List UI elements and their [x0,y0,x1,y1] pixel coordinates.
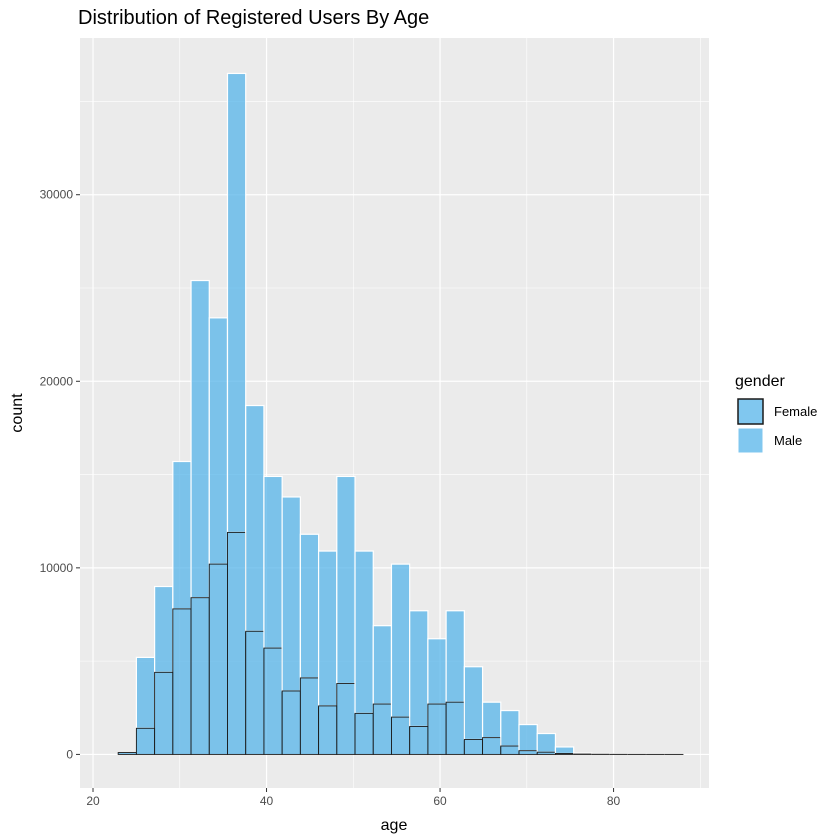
legend-title: gender [735,373,785,390]
legend-label-male: Male [774,433,802,448]
x-tick-label: 40 [260,794,274,808]
bar-female [117,752,137,755]
bar-male [263,475,283,649]
bar-male [317,550,338,707]
bar-male [427,638,447,705]
bar-male [463,666,484,741]
y-axis-title: count [9,393,26,433]
chart-title: Distribution of Registered Users By Age [78,7,429,29]
bar-female [427,703,447,755]
bar-male [481,701,502,739]
bar-female [409,725,429,755]
bar-female [299,677,320,755]
bar-male [372,625,393,705]
legend-key-male [737,427,764,454]
bar-female [500,745,520,755]
x-axis-title: age [381,817,408,834]
y-tick-label: 0 [66,747,73,761]
bar-male [208,317,229,565]
bar-female [135,727,156,755]
y-tick-label: 30000 [40,188,74,202]
bar-male [172,460,192,610]
bar-female [482,737,502,755]
x-tick-label: 20 [86,794,100,808]
legend: gender Female Male [735,373,817,454]
bar-female [536,751,556,755]
bar-female [190,597,210,755]
bar-female [172,608,192,755]
bar-male [245,404,265,632]
x-tick-label: 80 [607,794,621,808]
y-axis: 0 10000 20000 30000 [40,188,80,761]
bar-female [245,630,265,755]
bar-male [299,533,320,679]
bar-female [354,712,374,755]
bar-female [154,671,174,755]
bars [117,72,684,755]
bar-female [391,716,411,755]
minor-gridlines [80,38,709,788]
bar-male [518,723,538,752]
x-tick-label: 60 [433,794,447,808]
bar-male [281,496,301,692]
y-tick-label: 20000 [40,374,74,388]
bar-male [554,746,575,755]
bar-female [518,750,538,755]
bar-male [409,610,429,728]
bar-female [336,683,356,755]
x-axis: 20 40 60 80 [86,788,621,808]
bar-male [190,279,210,599]
bar-male [354,550,374,714]
legend-key-female [737,398,764,425]
bar-female [227,531,247,755]
bar-male [154,585,174,673]
bar-male [135,656,156,729]
bar-female [263,647,283,755]
bar-female [372,703,392,755]
bar-female [463,739,484,755]
bar-male [390,563,411,718]
legend-label-female: Female [774,404,817,419]
bar-male [536,732,557,753]
bar-male [500,709,520,747]
bar-female [208,563,228,755]
bar-female [318,705,338,755]
bar-female [445,701,465,755]
bar-male [226,72,247,534]
bar-female [554,753,575,755]
bar-male [336,475,356,685]
bar-male [445,610,465,703]
bar-female [281,690,301,755]
y-tick-label: 10000 [40,561,74,575]
